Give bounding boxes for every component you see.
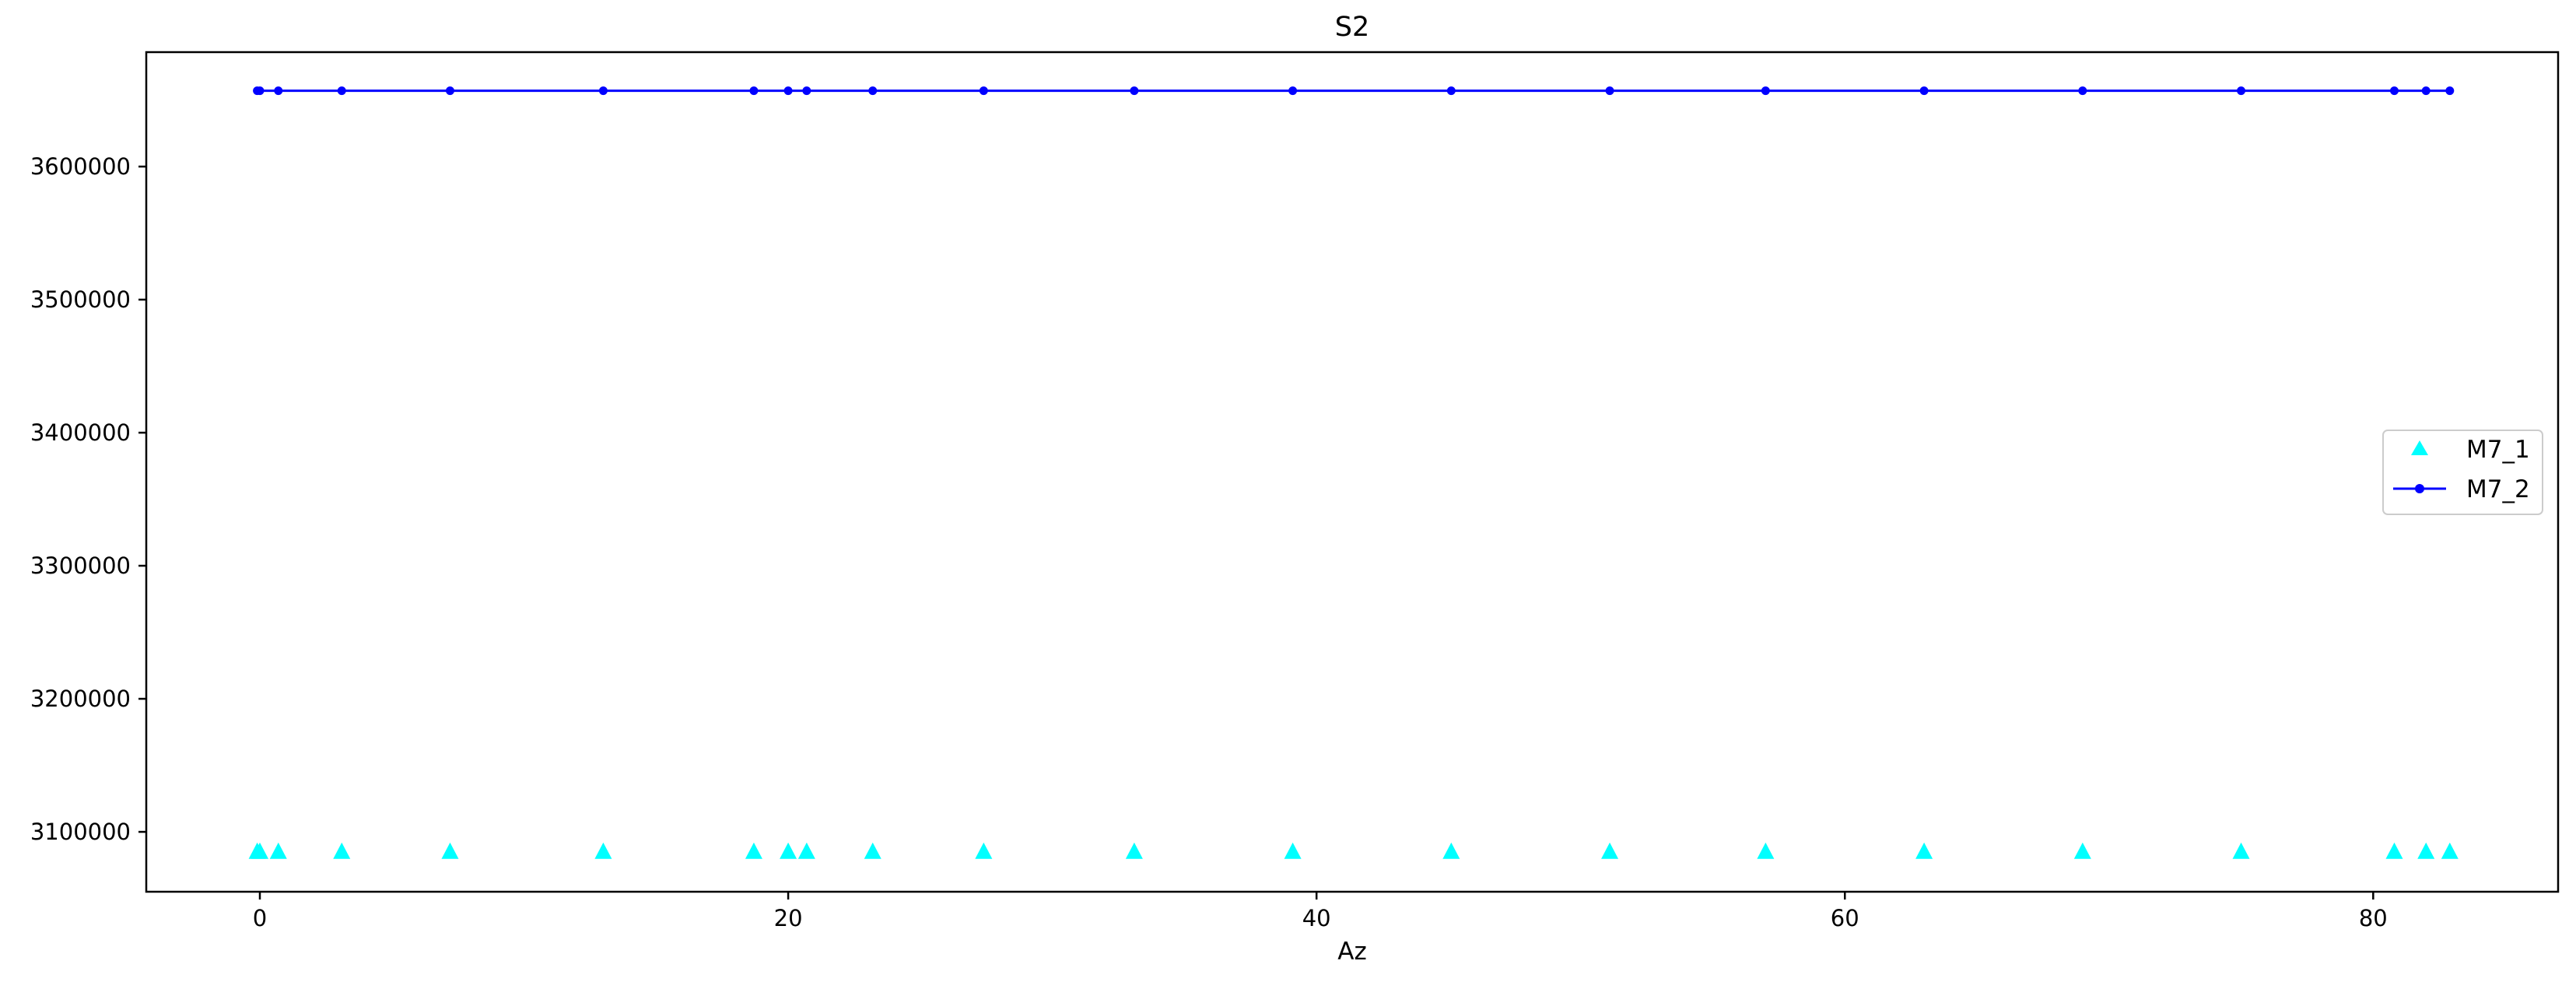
point-m7-2 — [2421, 86, 2431, 96]
point-m7-2 — [445, 86, 454, 96]
x-tick-label: 40 — [1302, 905, 1331, 931]
point-m7-1 — [2417, 842, 2435, 859]
legend-marker-m7-2 — [2415, 484, 2424, 493]
legend-marker-m7-1 — [2411, 440, 2428, 455]
point-m7-2 — [1761, 86, 1770, 96]
point-m7-2 — [2078, 86, 2087, 96]
point-m7-1 — [745, 842, 762, 859]
point-m7-2 — [749, 86, 759, 96]
x-axis: 0 20 40 60 80 — [253, 892, 2388, 931]
point-m7-1 — [1915, 842, 1933, 859]
x-axis-label: Az — [1337, 938, 1366, 966]
point-m7-2 — [979, 86, 988, 96]
y-tick-label: 3400000 — [30, 419, 131, 446]
point-m7-1 — [780, 842, 797, 859]
point-m7-2 — [868, 86, 878, 96]
point-m7-2 — [802, 86, 811, 96]
point-m7-2 — [2237, 86, 2246, 96]
point-m7-2 — [783, 86, 793, 96]
point-m7-2 — [1919, 86, 1929, 96]
point-m7-1 — [441, 842, 459, 859]
y-tick-label: 3200000 — [30, 686, 131, 712]
point-m7-1 — [975, 842, 993, 859]
legend-label-m7-2: M7_2 — [2466, 475, 2530, 503]
point-m7-2 — [1288, 86, 1298, 96]
point-m7-1 — [2232, 842, 2250, 859]
point-m7-1 — [1757, 842, 1775, 859]
point-m7-2 — [598, 86, 608, 96]
point-m7-1 — [269, 842, 287, 859]
point-m7-2 — [1130, 86, 1139, 96]
point-m7-1 — [333, 842, 351, 859]
y-tick-label: 3500000 — [30, 286, 131, 313]
y-tick-label: 3100000 — [30, 819, 131, 845]
point-m7-2 — [255, 86, 265, 96]
point-m7-2 — [2445, 86, 2455, 96]
point-m7-1 — [797, 842, 815, 859]
plot-frame — [145, 51, 2560, 893]
point-m7-2 — [1605, 86, 1614, 96]
x-tick-label: 0 — [253, 905, 267, 931]
point-m7-2 — [337, 86, 346, 96]
y-tick-label: 3600000 — [30, 153, 131, 180]
point-m7-1 — [2441, 842, 2459, 859]
legend-label-m7-1: M7_1 — [2466, 436, 2530, 464]
point-m7-1 — [2385, 842, 2403, 859]
y-axis: 3100000 3200000 3300000 3400000 3500000 36000… — [30, 153, 146, 845]
point-m7-1 — [594, 842, 612, 859]
x-tick-label: 60 — [1831, 905, 1859, 931]
point-m7-1 — [1125, 842, 1143, 859]
point-m7-2 — [274, 86, 283, 96]
point-m7-1 — [1284, 842, 1302, 859]
x-tick-label: 20 — [774, 905, 803, 931]
point-m7-1 — [864, 842, 881, 859]
point-m7-2 — [2389, 86, 2399, 96]
x-tick-label: 80 — [2359, 905, 2388, 931]
plot-marks — [248, 86, 2459, 859]
point-m7-1 — [251, 842, 269, 859]
y-tick-label: 3300000 — [30, 552, 131, 579]
chart-title: S2 — [1335, 12, 1370, 43]
point-m7-1 — [2073, 842, 2091, 859]
point-m7-1 — [1442, 842, 1460, 859]
point-m7-1 — [1601, 842, 1619, 859]
legend: M7_1 M7_2 — [2382, 430, 2543, 515]
point-m7-2 — [1446, 86, 1456, 96]
